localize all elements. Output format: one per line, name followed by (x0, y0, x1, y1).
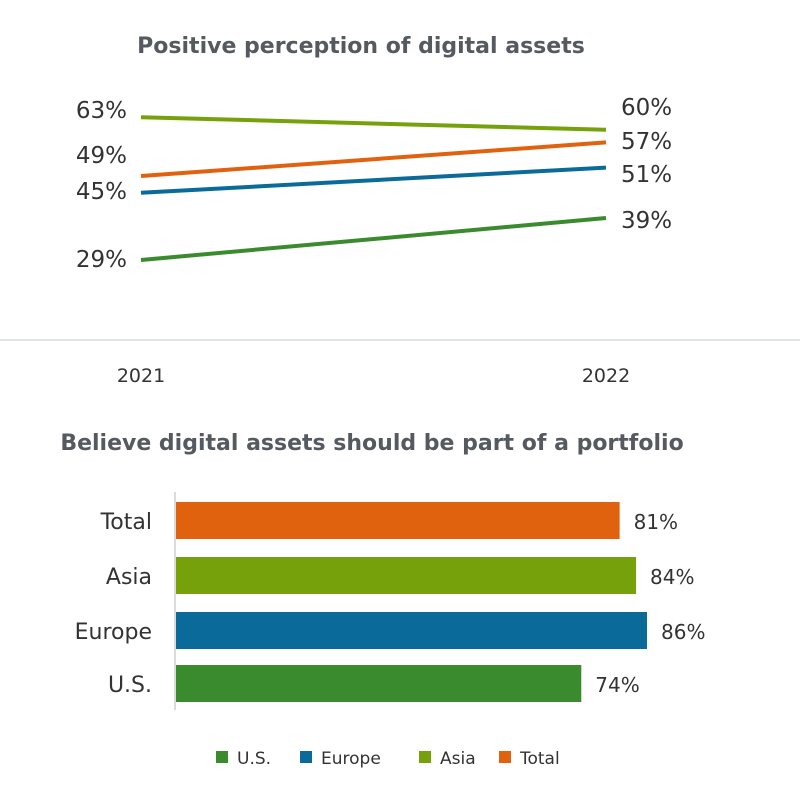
data-label: 57% (621, 129, 672, 155)
legend-swatch (216, 751, 228, 763)
bar-us (176, 665, 582, 702)
bar-total (176, 502, 620, 539)
legend-label: Asia (440, 749, 476, 769)
bar-asia (176, 557, 637, 594)
data-label: 51% (621, 162, 672, 188)
series-line-europe (140, 165, 607, 195)
category-label: Asia (106, 565, 152, 590)
line-chart-title: Positive perception of digital assets (137, 34, 585, 59)
x-tick-label: 2021 (117, 365, 165, 387)
series-line-asia (140, 115, 607, 132)
bar-value-label: 81% (634, 510, 678, 534)
bar-value-label: 84% (650, 565, 694, 589)
category-label: U.S. (108, 673, 152, 698)
line-series-group: 29% 39% 45% 51% 63% 60% 49% 57% (76, 95, 672, 273)
legend-label: U.S. (237, 749, 271, 769)
category-label: Total (100, 510, 152, 535)
bar-value-label: 86% (661, 620, 705, 644)
data-label: 29% (76, 247, 127, 273)
legend-label: Europe (321, 749, 381, 769)
legend-swatch (300, 751, 312, 763)
legend-swatch (419, 751, 431, 763)
data-label: 60% (621, 95, 672, 121)
bar-europe (176, 612, 647, 649)
series-line-us (140, 216, 607, 262)
bar-series-group: Total 81% Asia 84% Europe 86% U.S. 74% (75, 502, 705, 702)
data-label: 49% (76, 143, 127, 169)
bar-value-label: 74% (595, 673, 639, 697)
bar-chart-title: Believe digital assets should be part of… (60, 431, 683, 456)
data-label: 39% (621, 208, 672, 234)
data-label: 45% (76, 179, 127, 205)
legend-swatch (499, 751, 511, 763)
data-label: 63% (76, 98, 127, 124)
series-line-total (140, 140, 607, 178)
category-label: Europe (75, 620, 152, 645)
legend-label: Total (519, 749, 560, 769)
legend: U.S. Europe Asia Total (216, 749, 560, 769)
x-tick-label: 2022 (582, 365, 630, 387)
